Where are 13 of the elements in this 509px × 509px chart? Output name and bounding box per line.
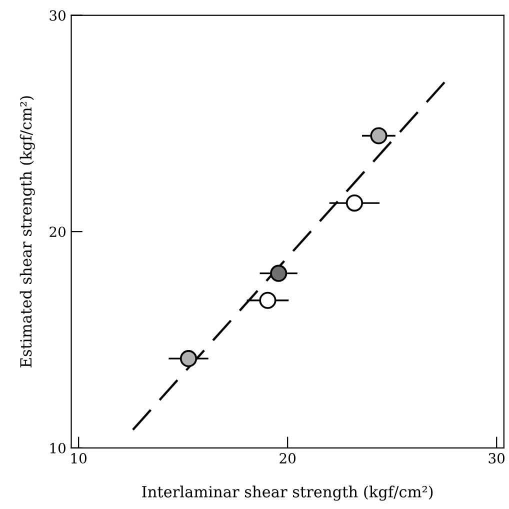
- y-tick-label: 30: [50, 10, 66, 21]
- y-tick-label: 10: [50, 442, 66, 454]
- point: [180, 350, 198, 368]
- point: [370, 127, 388, 144]
- x-tick-label: 10: [71, 453, 86, 464]
- x-tick-label: 30: [488, 453, 505, 464]
- y-axis-title: Estimated shear strength (kgf/cm²): [20, 96, 35, 368]
- x-tick-label: 20: [280, 453, 296, 464]
- y-tick-label: 20: [50, 226, 66, 238]
- point: [259, 292, 276, 309]
- point: [346, 194, 364, 212]
- point: [270, 264, 288, 282]
- x-axis-title: Interlaminar shear strength (kgf/cm²): [142, 486, 433, 501]
